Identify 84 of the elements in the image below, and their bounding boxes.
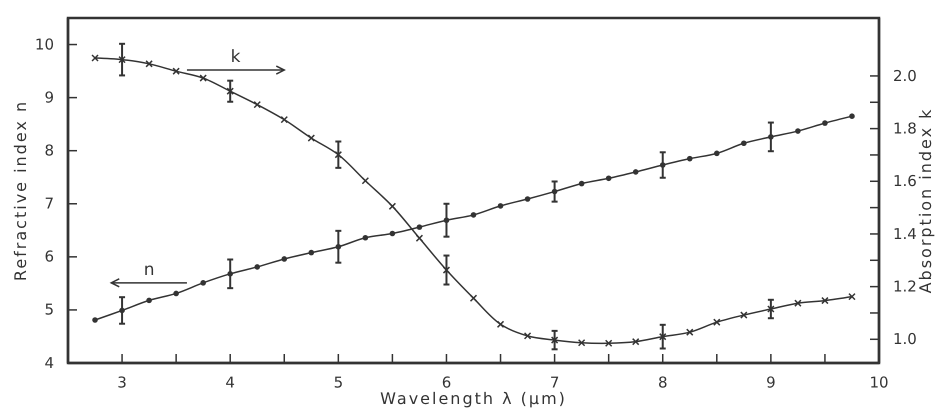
y-tick-label: 6 <box>44 248 54 266</box>
point <box>199 74 207 82</box>
point <box>281 256 288 262</box>
point <box>496 320 504 328</box>
x-tick-label: 6 <box>442 374 452 392</box>
y2-tick-label: 1.2 <box>893 277 917 296</box>
y2-tick-label: 1.6 <box>893 172 917 190</box>
point <box>795 128 801 134</box>
y-axis-title: Refractive index n <box>11 100 30 282</box>
series-label: k <box>230 47 241 68</box>
point <box>552 188 558 194</box>
point <box>578 338 586 346</box>
point <box>767 305 775 313</box>
series-label: n <box>144 260 154 280</box>
y2-tick-label: 1.0 <box>893 330 917 348</box>
point <box>308 134 316 142</box>
point <box>362 177 370 185</box>
point <box>173 290 179 296</box>
point <box>92 317 98 323</box>
point <box>632 338 640 346</box>
x-tick-label: 8 <box>658 374 668 392</box>
point <box>713 318 721 326</box>
point <box>524 196 530 202</box>
point <box>632 169 638 175</box>
point <box>604 340 612 347</box>
point <box>146 298 152 304</box>
point <box>444 217 450 224</box>
point <box>280 116 288 124</box>
point <box>470 294 478 302</box>
point <box>362 234 368 241</box>
x-tick-label: 5 <box>334 374 344 392</box>
y2-tick-label: 2.0 <box>893 66 917 85</box>
point <box>768 134 774 140</box>
point <box>253 100 261 108</box>
point <box>388 202 396 210</box>
point <box>336 244 342 250</box>
point <box>550 336 558 344</box>
y2-tick-label: 1.4 <box>893 224 917 243</box>
point <box>741 140 747 146</box>
point <box>606 175 612 182</box>
x-tick-label: 3 <box>117 374 127 392</box>
point <box>118 56 126 64</box>
point <box>119 308 125 314</box>
point <box>91 54 99 62</box>
point <box>200 280 206 286</box>
y-tick-label: 10 <box>34 35 54 54</box>
x-tick-label: 10 <box>869 374 889 392</box>
point <box>390 230 396 236</box>
x-axis-title: Wavelength λ (μm) <box>380 389 567 408</box>
point <box>416 224 422 230</box>
point <box>821 296 829 304</box>
point <box>686 156 693 162</box>
point <box>822 120 828 126</box>
y-tick-label: 9 <box>44 88 54 106</box>
point <box>524 332 532 340</box>
point <box>416 234 424 242</box>
point <box>740 311 748 319</box>
point <box>658 332 666 340</box>
point <box>470 212 476 218</box>
point <box>848 292 856 300</box>
point <box>686 328 694 336</box>
x-tick-label: 7 <box>550 374 560 392</box>
point <box>498 203 504 209</box>
point <box>226 87 234 95</box>
y-tick-label: 5 <box>44 300 54 319</box>
y-tick-label: 7 <box>44 194 54 213</box>
point <box>254 264 260 270</box>
point <box>442 266 450 274</box>
point <box>334 150 342 158</box>
point <box>578 180 584 186</box>
point <box>660 162 666 168</box>
y2-tick-label: 1.8 <box>893 119 917 138</box>
y-tick-label: 8 <box>44 141 54 160</box>
y-tick-label: 4 <box>44 354 54 372</box>
x-tick-label: 9 <box>766 374 776 392</box>
point <box>849 113 855 119</box>
point <box>794 299 802 307</box>
x-tick-label: 4 <box>225 374 235 392</box>
point <box>714 150 720 156</box>
point <box>308 250 314 256</box>
y2-axis-title: Absorption index k <box>916 108 935 294</box>
point <box>172 67 180 75</box>
point <box>227 271 233 277</box>
point <box>145 60 153 68</box>
